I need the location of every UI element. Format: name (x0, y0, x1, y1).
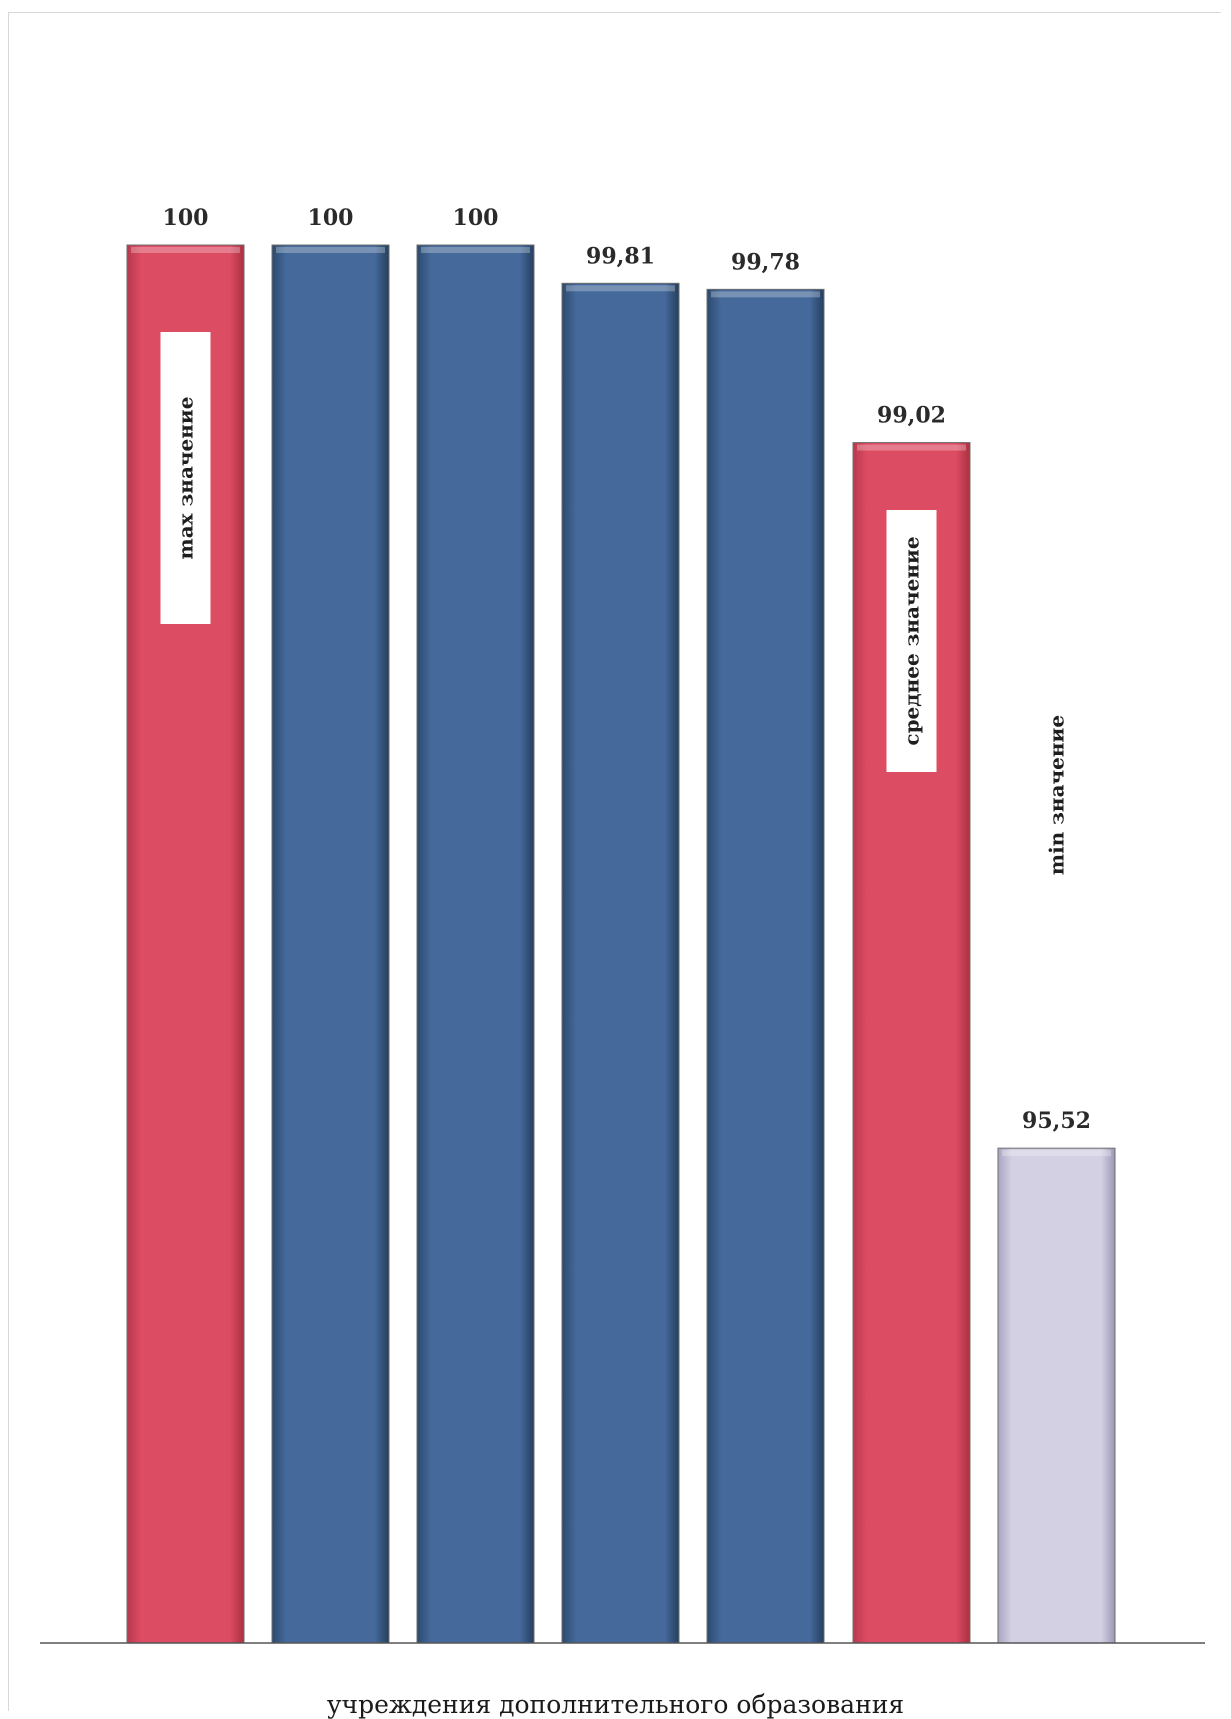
mean-value-tag-box (886, 510, 937, 772)
value-label-1: 100 (163, 205, 209, 231)
bar-bevel-2 (276, 247, 385, 253)
value-label-7: 95,52 (1022, 1108, 1091, 1134)
value-label-2: 100 (308, 205, 354, 231)
page-frame (8, 12, 1221, 1711)
value-label-6: 99,02 (877, 403, 946, 429)
bar-bevel-5 (711, 291, 820, 298)
bar-bevel-1 (131, 247, 240, 253)
bars-layer: 100 max значение 100 100 99,81 99,78 99,02 сред… (126, 205, 1116, 1644)
value-label-3: 100 (453, 205, 499, 231)
mean-value-tag: среднее значение (900, 536, 924, 745)
bar-bevel-4 (566, 285, 675, 292)
x-axis-title: учреждения дополнительного образования (326, 1690, 905, 1719)
bar-4 (561, 282, 680, 1644)
bar-5 (706, 288, 825, 1644)
max-value-tag: max значение (174, 397, 198, 560)
bar-3 (416, 244, 535, 1644)
min-value-tag: min значение (1045, 715, 1069, 875)
bar-bevel-3 (421, 247, 530, 253)
value-label-5: 99,78 (731, 249, 800, 275)
max-value-tag-box (160, 332, 211, 624)
bar-bevel-7 (1002, 1150, 1111, 1157)
bar-2 (271, 244, 390, 1644)
value-label-4: 99,81 (586, 243, 655, 269)
bar-7 (997, 1147, 1116, 1644)
bar-bevel-6 (857, 444, 966, 451)
